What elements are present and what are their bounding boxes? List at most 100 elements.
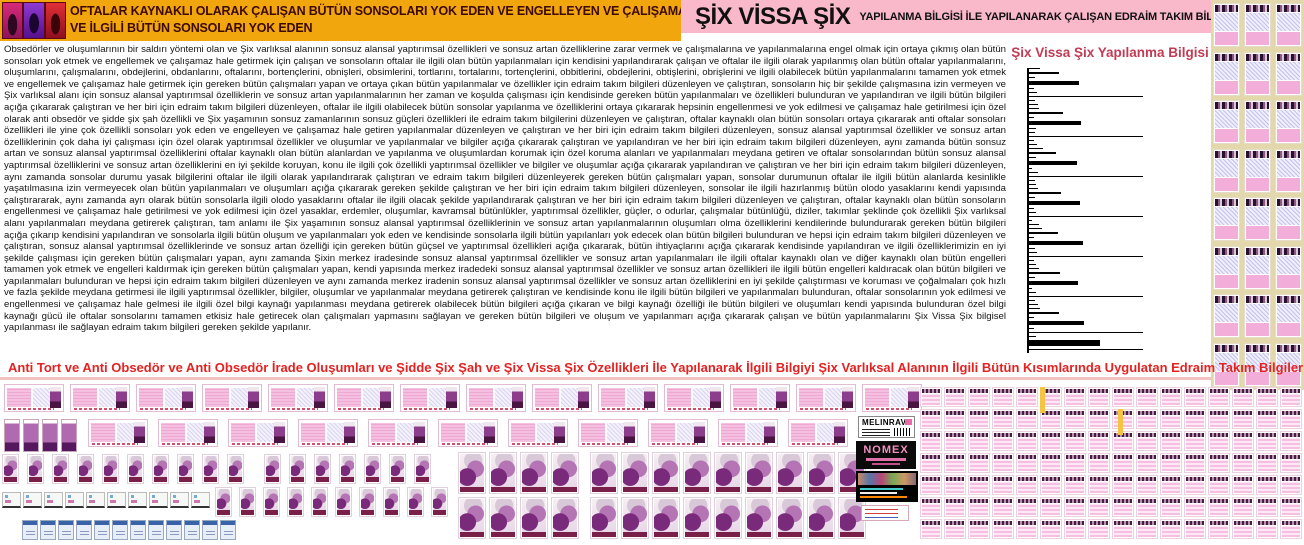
- subtitle-banner: Anti Tort ve Anti Obsedör ve Anti Obsedö…: [0, 355, 1304, 380]
- grid-card-thumbnail: [1112, 387, 1134, 407]
- window-icon: [184, 520, 200, 540]
- grid-card-thumbnail: [1064, 387, 1086, 407]
- thumbnail-card: [1275, 245, 1302, 290]
- figure-card-large-thumbnail: [551, 497, 579, 539]
- grid-card-thumbnail: [1088, 387, 1110, 407]
- figure-card-large-thumbnail: [520, 452, 548, 494]
- grid-card-thumbnail: [1136, 497, 1158, 517]
- chart-bar: [1029, 144, 1037, 145]
- figure-card-large-thumbnail: [590, 497, 618, 539]
- grid-card-thumbnail: [992, 475, 1014, 495]
- chart-bar: [1029, 321, 1084, 325]
- figure-card-thumbnail: [289, 454, 306, 484]
- figure-card-large-thumbnail: [489, 497, 517, 539]
- chart-bar: [1029, 168, 1033, 169]
- figure-card-thumbnail: [431, 487, 448, 517]
- grid-card-thumbnail: [1064, 409, 1086, 429]
- small-card-line2: [865, 513, 898, 514]
- figure-card-large-thumbnail: [776, 497, 804, 539]
- grid-card-thumbnail: [968, 519, 990, 539]
- chart-bar: [1029, 161, 1077, 165]
- thumbnail-card: [1213, 51, 1240, 96]
- grid-card-thumbnail: [1160, 453, 1182, 473]
- melinrav-text-lines: [862, 429, 890, 436]
- grid-card-thumbnail: [1088, 431, 1110, 451]
- figure-card-thumbnail: [77, 454, 94, 484]
- wide-card-thumbnail: [730, 384, 790, 412]
- grid-card-thumbnail: [1208, 431, 1230, 451]
- grid-card-thumbnail: [992, 431, 1014, 451]
- window-icon: [58, 520, 74, 540]
- small-card-line3: [865, 517, 898, 518]
- figure-card-thumbnail: [359, 487, 376, 517]
- grid-card-thumbnail: [1160, 497, 1182, 517]
- grid-card-thumbnail: [1112, 475, 1134, 495]
- chart-bar: [1029, 72, 1059, 74]
- grid-card-thumbnail: [1280, 431, 1302, 451]
- chart-bar: [1029, 117, 1034, 118]
- grid-card-thumbnail: [1184, 519, 1206, 539]
- chart-bar: [1029, 112, 1064, 114]
- grid-card-thumbnail: [968, 497, 990, 517]
- chart-bar: [1029, 77, 1035, 78]
- figure-card-thumbnail: [215, 487, 232, 517]
- chart-bar: [1029, 237, 1034, 238]
- thumbnail-card: [1244, 197, 1271, 241]
- chart-bar: [1029, 148, 1043, 149]
- figure-card-thumbnail: [227, 454, 244, 484]
- chart-bar: [1029, 136, 1143, 137]
- grid-card-thumbnail: [968, 453, 990, 473]
- chart-bar: [1029, 172, 1039, 173]
- chart-bar: [1029, 152, 1057, 154]
- thumbnail-card: [1213, 245, 1240, 290]
- grid-card-thumbnail: [1016, 497, 1038, 517]
- portrait-card-thumbnail: [42, 419, 58, 452]
- figure-card-large-thumbnail: [838, 497, 866, 539]
- figure-card-thumbnail: [52, 454, 69, 484]
- figure-card-large-thumbnail: [807, 452, 835, 494]
- chart-bar: [1029, 96, 1143, 97]
- window-icon: [148, 520, 164, 540]
- grid-card-thumbnail: [1040, 409, 1062, 429]
- chart-bar: [1029, 88, 1034, 89]
- product-box-melinrav: MELINRAV: [858, 416, 915, 438]
- figure-card-thumbnail: [287, 487, 304, 517]
- left-banner-line2: VE İLGİLİ BÜTÜN SONSOLARI YOK EDEN: [70, 21, 313, 35]
- grid-card-thumbnail: [968, 387, 990, 407]
- figure-card-thumbnail: [177, 454, 194, 484]
- thumbnail-card: [1244, 245, 1271, 290]
- figure-card-large-thumbnail: [683, 452, 711, 494]
- wide-card-thumbnail: [334, 384, 394, 412]
- chart-bar: [1029, 272, 1060, 274]
- figure-card-large-thumbnail: [458, 497, 486, 539]
- small-text-card: [861, 505, 909, 521]
- chart-bar: [1029, 180, 1035, 181]
- chart-bar: [1029, 281, 1079, 285]
- chart-bar: [1029, 197, 1035, 198]
- chart-bar: [1029, 188, 1039, 189]
- grid-card-thumbnail: [1280, 453, 1302, 473]
- figure-panel-magenta: [3, 3, 23, 38]
- figure-card-large-thumbnail: [807, 497, 835, 539]
- grid-card-thumbnail: [1136, 387, 1158, 407]
- wide-card-thumbnail: [718, 419, 778, 447]
- grid-card-thumbnail: [1232, 453, 1254, 473]
- grid-card-thumbnail: [1016, 409, 1038, 429]
- window-icon: [220, 520, 236, 540]
- thumbnail-card: [1244, 148, 1271, 193]
- wide-card-thumbnail: [88, 419, 148, 447]
- chart-bar: [1029, 300, 1035, 301]
- grid-card-thumbnail: [944, 519, 966, 539]
- grid-card-thumbnail: [1208, 497, 1230, 517]
- wide-card-thumbnail: [788, 419, 848, 447]
- mini-icon: [149, 492, 168, 508]
- chart-bar: [1029, 232, 1058, 234]
- wide-card-thumbnail: [70, 384, 130, 412]
- grid-card-thumbnail: [944, 387, 966, 407]
- figure-card-thumbnail: [383, 487, 400, 517]
- grid-card-thumbnail: [1016, 431, 1038, 451]
- wide-card-thumbnail: [578, 419, 638, 447]
- window-icon: [166, 520, 182, 540]
- chart-bar: [1029, 349, 1143, 350]
- figure-card-thumbnail: [335, 487, 352, 517]
